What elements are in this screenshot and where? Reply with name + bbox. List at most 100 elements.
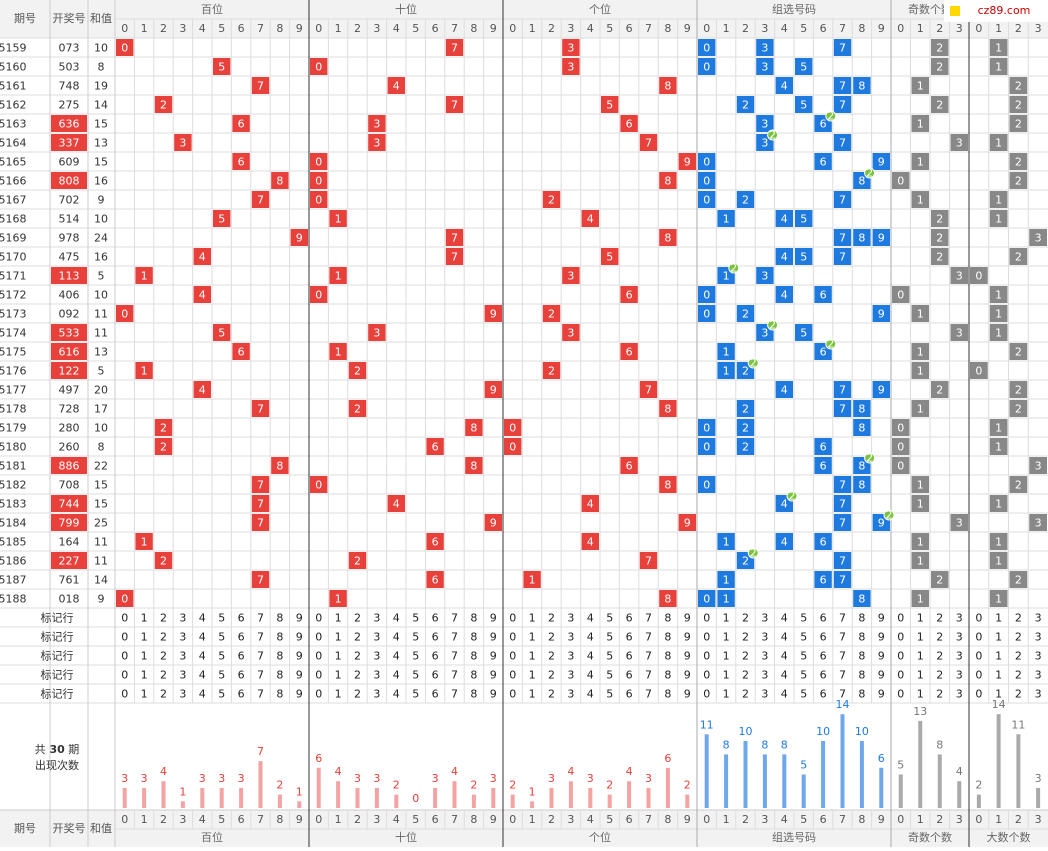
- odd-cell: [892, 457, 910, 474]
- group-cell: [698, 153, 716, 170]
- stats-label: 出现次数: [35, 758, 79, 772]
- marker-digit: 1: [917, 631, 924, 644]
- marker-digit: 0: [315, 612, 322, 625]
- group-cell: [853, 590, 871, 607]
- marker-digit: 6: [432, 650, 439, 663]
- group-cell: [698, 438, 716, 455]
- count-label: 2: [276, 779, 283, 792]
- position-cell: [193, 286, 211, 303]
- marker-digit: 8: [276, 612, 283, 625]
- group-cell: [698, 39, 716, 56]
- sum-value: 24: [94, 232, 108, 245]
- sum-value: 15: [94, 156, 108, 169]
- count-label: 0: [412, 792, 419, 805]
- marker-digit: 2: [742, 650, 749, 663]
- period: 2025172: [0, 289, 27, 302]
- stats-label: 共 30 期: [35, 743, 80, 756]
- count-label: 14: [836, 698, 850, 711]
- odd-cell-value: 1: [917, 498, 924, 511]
- group-cell-value: 8: [858, 460, 865, 473]
- big-cell-value: 3: [1035, 232, 1042, 245]
- count-label: 2: [470, 779, 477, 792]
- period: 2025171: [0, 270, 27, 283]
- marker-digit: 5: [606, 631, 613, 644]
- header-label: 开奖号: [53, 821, 86, 835]
- group-cell-value: 0: [703, 441, 710, 454]
- marker-digit: 2: [936, 631, 943, 644]
- big-cell-value: 1: [995, 536, 1002, 549]
- big-cell-value: 2: [1015, 251, 1022, 264]
- stats-part: 30: [46, 743, 65, 756]
- header-digit: 3: [956, 22, 963, 35]
- position-cell-value: 4: [199, 289, 206, 302]
- group-cell-value: 5: [800, 99, 807, 112]
- group-cell: [795, 324, 813, 341]
- draw-number: 744: [59, 498, 80, 511]
- position-cell-value: 1: [141, 365, 148, 378]
- marker-digit: 9: [878, 669, 885, 682]
- header-digit: 0: [897, 22, 904, 35]
- marker-digit: 7: [645, 631, 652, 644]
- count-bar: [549, 787, 554, 808]
- position-cell-value: 1: [335, 346, 342, 359]
- marker-digit: 3: [1035, 669, 1042, 682]
- group-cell-value: 8: [858, 593, 865, 606]
- double-badge-text: 2: [769, 319, 776, 332]
- header-digit: 3: [761, 22, 768, 35]
- marker-digit: 6: [626, 688, 633, 701]
- marker-digit: 3: [761, 669, 768, 682]
- count-bar: [219, 787, 224, 808]
- marker-digit: 9: [490, 669, 497, 682]
- marker-digit: 6: [820, 688, 827, 701]
- group-cell: [698, 590, 716, 607]
- count-bar: [122, 787, 127, 808]
- group-cell: [698, 191, 716, 208]
- group-cell-value: 7: [839, 498, 846, 511]
- group-cell-value: 0: [703, 175, 710, 188]
- marker-digit: 7: [257, 688, 264, 701]
- marker-digit: 9: [490, 688, 497, 701]
- footer-digit: 7: [645, 813, 652, 826]
- position-cell: [348, 362, 367, 379]
- footer-digit: 2: [1015, 813, 1022, 826]
- count-bar: [200, 787, 205, 808]
- count-bar: [782, 754, 787, 808]
- position-cell: [639, 134, 658, 151]
- position-cell-value: 3: [373, 327, 380, 340]
- draw-number: 475: [59, 251, 80, 264]
- position-cell: [329, 343, 347, 360]
- marker-digit: 6: [820, 650, 827, 663]
- big-cell: [1009, 153, 1028, 170]
- marker-digit: 3: [179, 669, 186, 682]
- count-bar: [374, 787, 379, 808]
- marker-digit: 7: [257, 612, 264, 625]
- header-digit: 1: [141, 22, 148, 35]
- sum-value: 15: [94, 118, 108, 131]
- big-cell: [1009, 77, 1028, 94]
- footer-digit: 7: [451, 813, 458, 826]
- group-cell-value: 1: [723, 593, 730, 606]
- marker-digit: 0: [975, 612, 982, 625]
- marker-digit: 4: [199, 612, 206, 625]
- footer-digit: 0: [509, 813, 516, 826]
- position-cell-value: 7: [257, 517, 264, 530]
- draw-number: 227: [59, 555, 80, 568]
- marker-digit: 2: [936, 688, 943, 701]
- marker-digit: 5: [800, 669, 807, 682]
- position-cell: [562, 39, 580, 56]
- marker-digit: 2: [354, 612, 361, 625]
- group-cell-value: 9: [878, 517, 885, 530]
- group-cell: [775, 248, 793, 265]
- marker-digit: 5: [412, 650, 419, 663]
- marker-digit: 2: [1015, 631, 1022, 644]
- group-cell: [698, 419, 716, 436]
- count-bar: [996, 714, 1001, 808]
- position-cell: [659, 77, 677, 94]
- marker-digit: 1: [529, 669, 536, 682]
- odd-cell: [911, 362, 929, 379]
- double-badge-text: 2: [750, 357, 757, 370]
- position-cell: [251, 571, 270, 588]
- count-label: 3: [490, 772, 497, 785]
- marker-digit: 6: [626, 650, 633, 663]
- marker-digit: 3: [567, 650, 574, 663]
